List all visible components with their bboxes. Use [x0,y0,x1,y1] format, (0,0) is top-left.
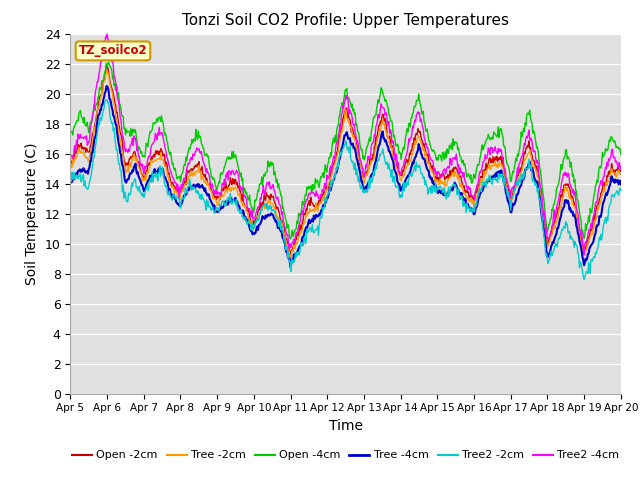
Tree -2cm [103,68,111,73]
Open -4cm [414,97,422,103]
Open -2cm [77,144,84,149]
Tree -2cm [77,150,84,156]
Open -2cm [287,252,294,258]
Line: Tree -4cm: Tree -4cm [70,86,621,268]
Tree -4cm [430,183,438,189]
Tree2 -2cm [102,97,110,103]
Tree2 -2cm [617,187,625,193]
Open -4cm [287,236,294,241]
Tree2 -2cm [429,183,437,189]
Tree -2cm [414,134,422,140]
Tree2 -2cm [219,198,227,204]
Open -4cm [190,136,198,142]
Tree2 -4cm [580,252,588,258]
Open -2cm [430,171,438,177]
Tree2 -4cm [134,146,141,152]
Open -2cm [67,157,74,163]
Open -4cm [67,128,74,133]
Tree -4cm [414,147,422,153]
Tree -4cm [103,83,111,89]
Text: TZ_soilco2: TZ_soilco2 [79,44,147,58]
Tree2 -4cm [67,157,74,163]
Open -2cm [219,186,227,192]
Open -2cm [134,159,141,165]
Line: Tree2 -4cm: Tree2 -4cm [70,33,621,255]
Tree2 -2cm [413,164,421,170]
Tree2 -4cm [429,160,437,166]
Tree2 -4cm [413,110,421,116]
Tree -2cm [67,164,74,170]
Open -2cm [617,168,625,174]
Y-axis label: Soil Temperature (C): Soil Temperature (C) [25,143,39,285]
Tree2 -2cm [580,277,588,283]
Tree2 -4cm [77,132,84,137]
Tree -4cm [77,167,84,172]
Tree -2cm [134,163,141,169]
Open -4cm [77,108,84,113]
Tree2 -2cm [77,171,84,177]
Line: Open -4cm: Open -4cm [70,62,621,239]
Tree -2cm [190,169,198,175]
Tree2 -4cm [219,180,227,186]
X-axis label: Time: Time [328,419,363,433]
Tree -4cm [134,169,141,175]
Tree2 -4cm [190,153,198,159]
Open -4cm [134,146,141,152]
Line: Tree -2cm: Tree -2cm [70,71,621,258]
Tree -2cm [219,193,227,199]
Open -4cm [617,152,625,157]
Tree2 -2cm [190,184,198,190]
Line: Tree2 -2cm: Tree2 -2cm [70,100,621,280]
Tree2 -2cm [134,187,141,192]
Open -4cm [219,170,227,176]
Line: Open -2cm: Open -2cm [70,65,621,255]
Tree -4cm [219,205,227,211]
Tree -2cm [617,171,625,177]
Tree -4cm [190,182,198,188]
Tree -2cm [430,171,438,177]
Tree2 -2cm [67,177,74,183]
Tree -4cm [287,265,294,271]
Tree -4cm [67,180,74,186]
Title: Tonzi Soil CO2 Profile: Upper Temperatures: Tonzi Soil CO2 Profile: Upper Temperatur… [182,13,509,28]
Open -2cm [102,62,110,68]
Tree -2cm [286,255,294,261]
Open -2cm [190,167,198,172]
Open -4cm [105,60,113,65]
Open -4cm [430,148,438,154]
Tree -4cm [617,181,625,187]
Tree2 -4cm [103,30,111,36]
Open -2cm [414,126,422,132]
Tree2 -4cm [617,166,625,171]
Legend: Open -2cm, Tree -2cm, Open -4cm, Tree -4cm, Tree2 -2cm, Tree2 -4cm: Open -2cm, Tree -2cm, Open -4cm, Tree -4… [67,446,624,465]
